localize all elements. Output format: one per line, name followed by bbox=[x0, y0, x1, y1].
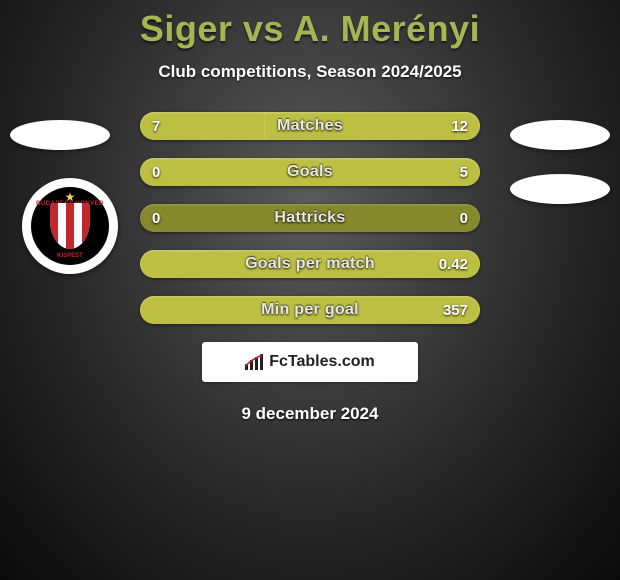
attribution-badge: FcTables.com bbox=[202, 342, 418, 382]
bar-chart-icon bbox=[245, 354, 265, 370]
stat-row: 0.42Goals per match bbox=[140, 250, 480, 278]
club-name-bottom: KISPEST bbox=[31, 253, 109, 259]
stat-row: 357Min per goal bbox=[140, 296, 480, 324]
club-badge-right-placeholder bbox=[510, 174, 610, 204]
stat-label: Goals per match bbox=[140, 250, 480, 278]
stat-label: Hattricks bbox=[140, 204, 480, 232]
stat-label: Matches bbox=[140, 112, 480, 140]
stat-row: 00Hattricks bbox=[140, 204, 480, 232]
club-badge-left: ★ BUDAPEST HONVÉD FC KISPEST bbox=[22, 178, 118, 274]
page-subtitle: Club competitions, Season 2024/2025 bbox=[0, 62, 620, 82]
stat-row: 05Goals bbox=[140, 158, 480, 186]
date-text: 9 december 2024 bbox=[0, 404, 620, 424]
page-title: Siger vs A. Merényi bbox=[0, 0, 620, 50]
stat-label: Min per goal bbox=[140, 296, 480, 324]
background: Siger vs A. Merényi Club competitions, S… bbox=[0, 0, 620, 580]
club-shield-icon bbox=[50, 203, 90, 249]
attribution-text: FcTables.com bbox=[269, 353, 375, 371]
player-badge-left-placeholder bbox=[10, 120, 110, 150]
club-badge-ring: ★ BUDAPEST HONVÉD FC KISPEST bbox=[31, 187, 109, 265]
stat-label: Goals bbox=[140, 158, 480, 186]
stat-row: 712Matches bbox=[140, 112, 480, 140]
player-badge-right-placeholder bbox=[510, 120, 610, 150]
